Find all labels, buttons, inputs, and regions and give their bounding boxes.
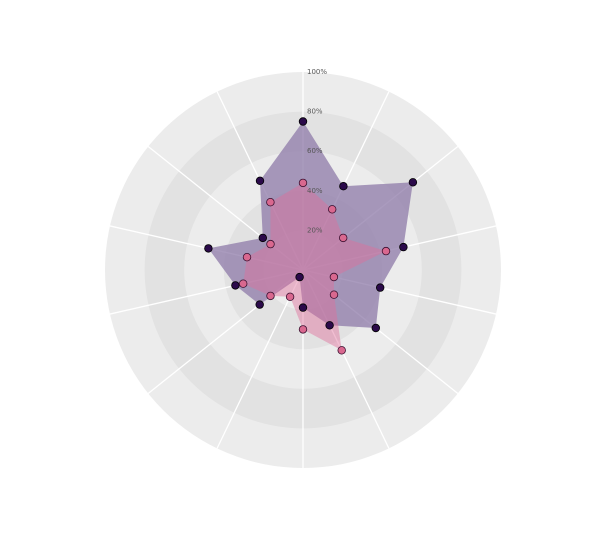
series-2-point [339, 233, 348, 243]
series-1-point [255, 176, 265, 185]
series-1-point [298, 303, 308, 312]
series-2-point [266, 291, 275, 301]
r-tick-label: 20% [307, 226, 323, 234]
series-1-point [258, 233, 267, 243]
series-2-point [298, 325, 308, 334]
series-1-point [295, 272, 304, 282]
series-1-point [339, 181, 348, 191]
series-1-point [371, 323, 380, 333]
series-2-point [298, 178, 308, 188]
radial-tick-labels: 20% 40% 60% 80% 100% [307, 68, 327, 234]
series-1-point [325, 321, 334, 330]
series-1-point [255, 300, 264, 309]
series-2-point [329, 290, 339, 299]
series-2-point [381, 246, 391, 256]
series-1-point [408, 178, 418, 187]
series-layer [204, 117, 418, 355]
series-2-point [329, 272, 339, 282]
series-2-point [266, 239, 275, 249]
series-1-point [298, 117, 308, 126]
series-2-point [328, 205, 337, 214]
series-1-point [399, 242, 408, 252]
series-2-point [285, 292, 295, 301]
r-tick-label: 80% [307, 108, 323, 116]
r-tick-label: 60% [307, 147, 323, 155]
series-1-area [208, 121, 413, 328]
series-1-point [204, 244, 213, 253]
series-1-point [231, 281, 240, 290]
series-2-point [337, 346, 346, 355]
series-1-point [376, 283, 385, 292]
r-tick-label: 40% [307, 187, 323, 195]
series-2-point [266, 197, 275, 207]
series-2-point [242, 253, 252, 262]
r-tick-label: 100% [307, 68, 327, 76]
series-2-area [243, 182, 386, 351]
series-2-point [238, 279, 248, 288]
